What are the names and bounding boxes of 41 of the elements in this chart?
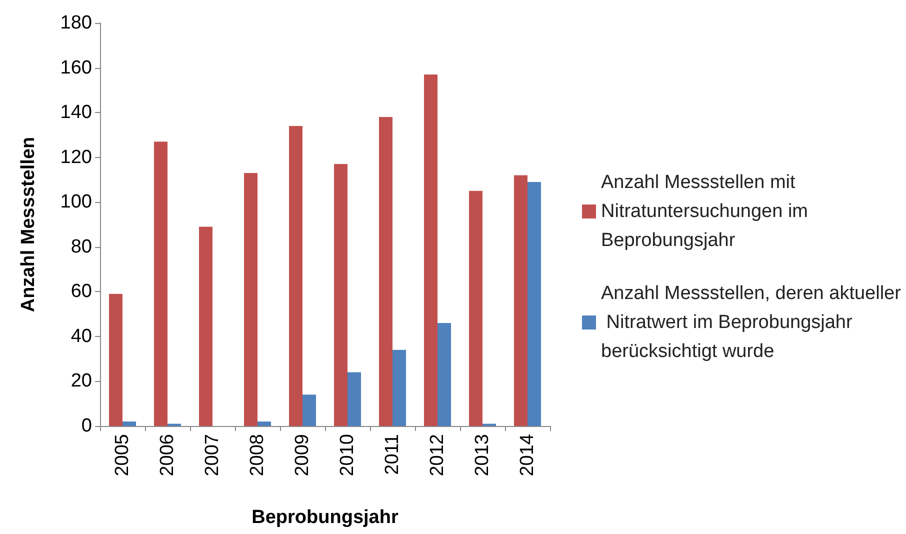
- x-tick-label: 2013: [472, 434, 493, 476]
- y-tick-label: 40: [70, 326, 92, 347]
- bar: [289, 126, 302, 426]
- bar: [244, 173, 258, 426]
- x-tick-label: 2005: [112, 434, 133, 476]
- x-tick-label: 2010: [337, 434, 358, 476]
- legend-label: Anzahl Messstellen, deren aktueller Nitratwert im Beprobungsjahr berücksichtigt wurde: [601, 283, 902, 362]
- bar: [122, 422, 136, 426]
- y-axis-title: Anzahl Messstellen: [18, 136, 39, 312]
- bar: [109, 294, 122, 426]
- x-tick-label: 2008: [247, 434, 268, 476]
- bar: [154, 142, 168, 426]
- y-tick-label: 100: [60, 192, 92, 213]
- x-tick-label: 2014: [517, 434, 538, 476]
- bar: [334, 164, 348, 426]
- bar: [469, 190, 482, 426]
- y-tick-label: 160: [60, 57, 92, 78]
- y-tick-label: 180: [60, 12, 92, 34]
- x-tick-label: 2007: [202, 434, 223, 476]
- x-axis-title: Beprobungsjahr: [252, 507, 399, 528]
- bar: [424, 74, 438, 426]
- y-tick-label: 60: [70, 281, 92, 302]
- y-tick-label: 0: [81, 416, 92, 436]
- bar: [302, 394, 316, 426]
- legend-label: Anzahl Messstellen mit Nitratuntersuchungen im Beprobungsjahr: [601, 172, 814, 251]
- bar: [514, 175, 528, 426]
- bar: [348, 372, 361, 426]
- y-tick-label: 80: [70, 236, 92, 258]
- bar: [392, 350, 406, 426]
- x-tick-label: 2011: [382, 434, 403, 475]
- bar: [438, 323, 451, 426]
- bar: [379, 117, 392, 426]
- bar: [258, 422, 271, 426]
- bar: [199, 226, 212, 426]
- x-tick-label: 2012: [427, 434, 448, 476]
- y-tick-label: 20: [70, 370, 92, 392]
- y-tick-label: 140: [60, 102, 92, 124]
- bar: [528, 182, 541, 426]
- x-tick-label: 2009: [292, 434, 313, 476]
- y-tick-label: 120: [60, 146, 92, 168]
- x-tick-label: 2006: [157, 434, 178, 476]
